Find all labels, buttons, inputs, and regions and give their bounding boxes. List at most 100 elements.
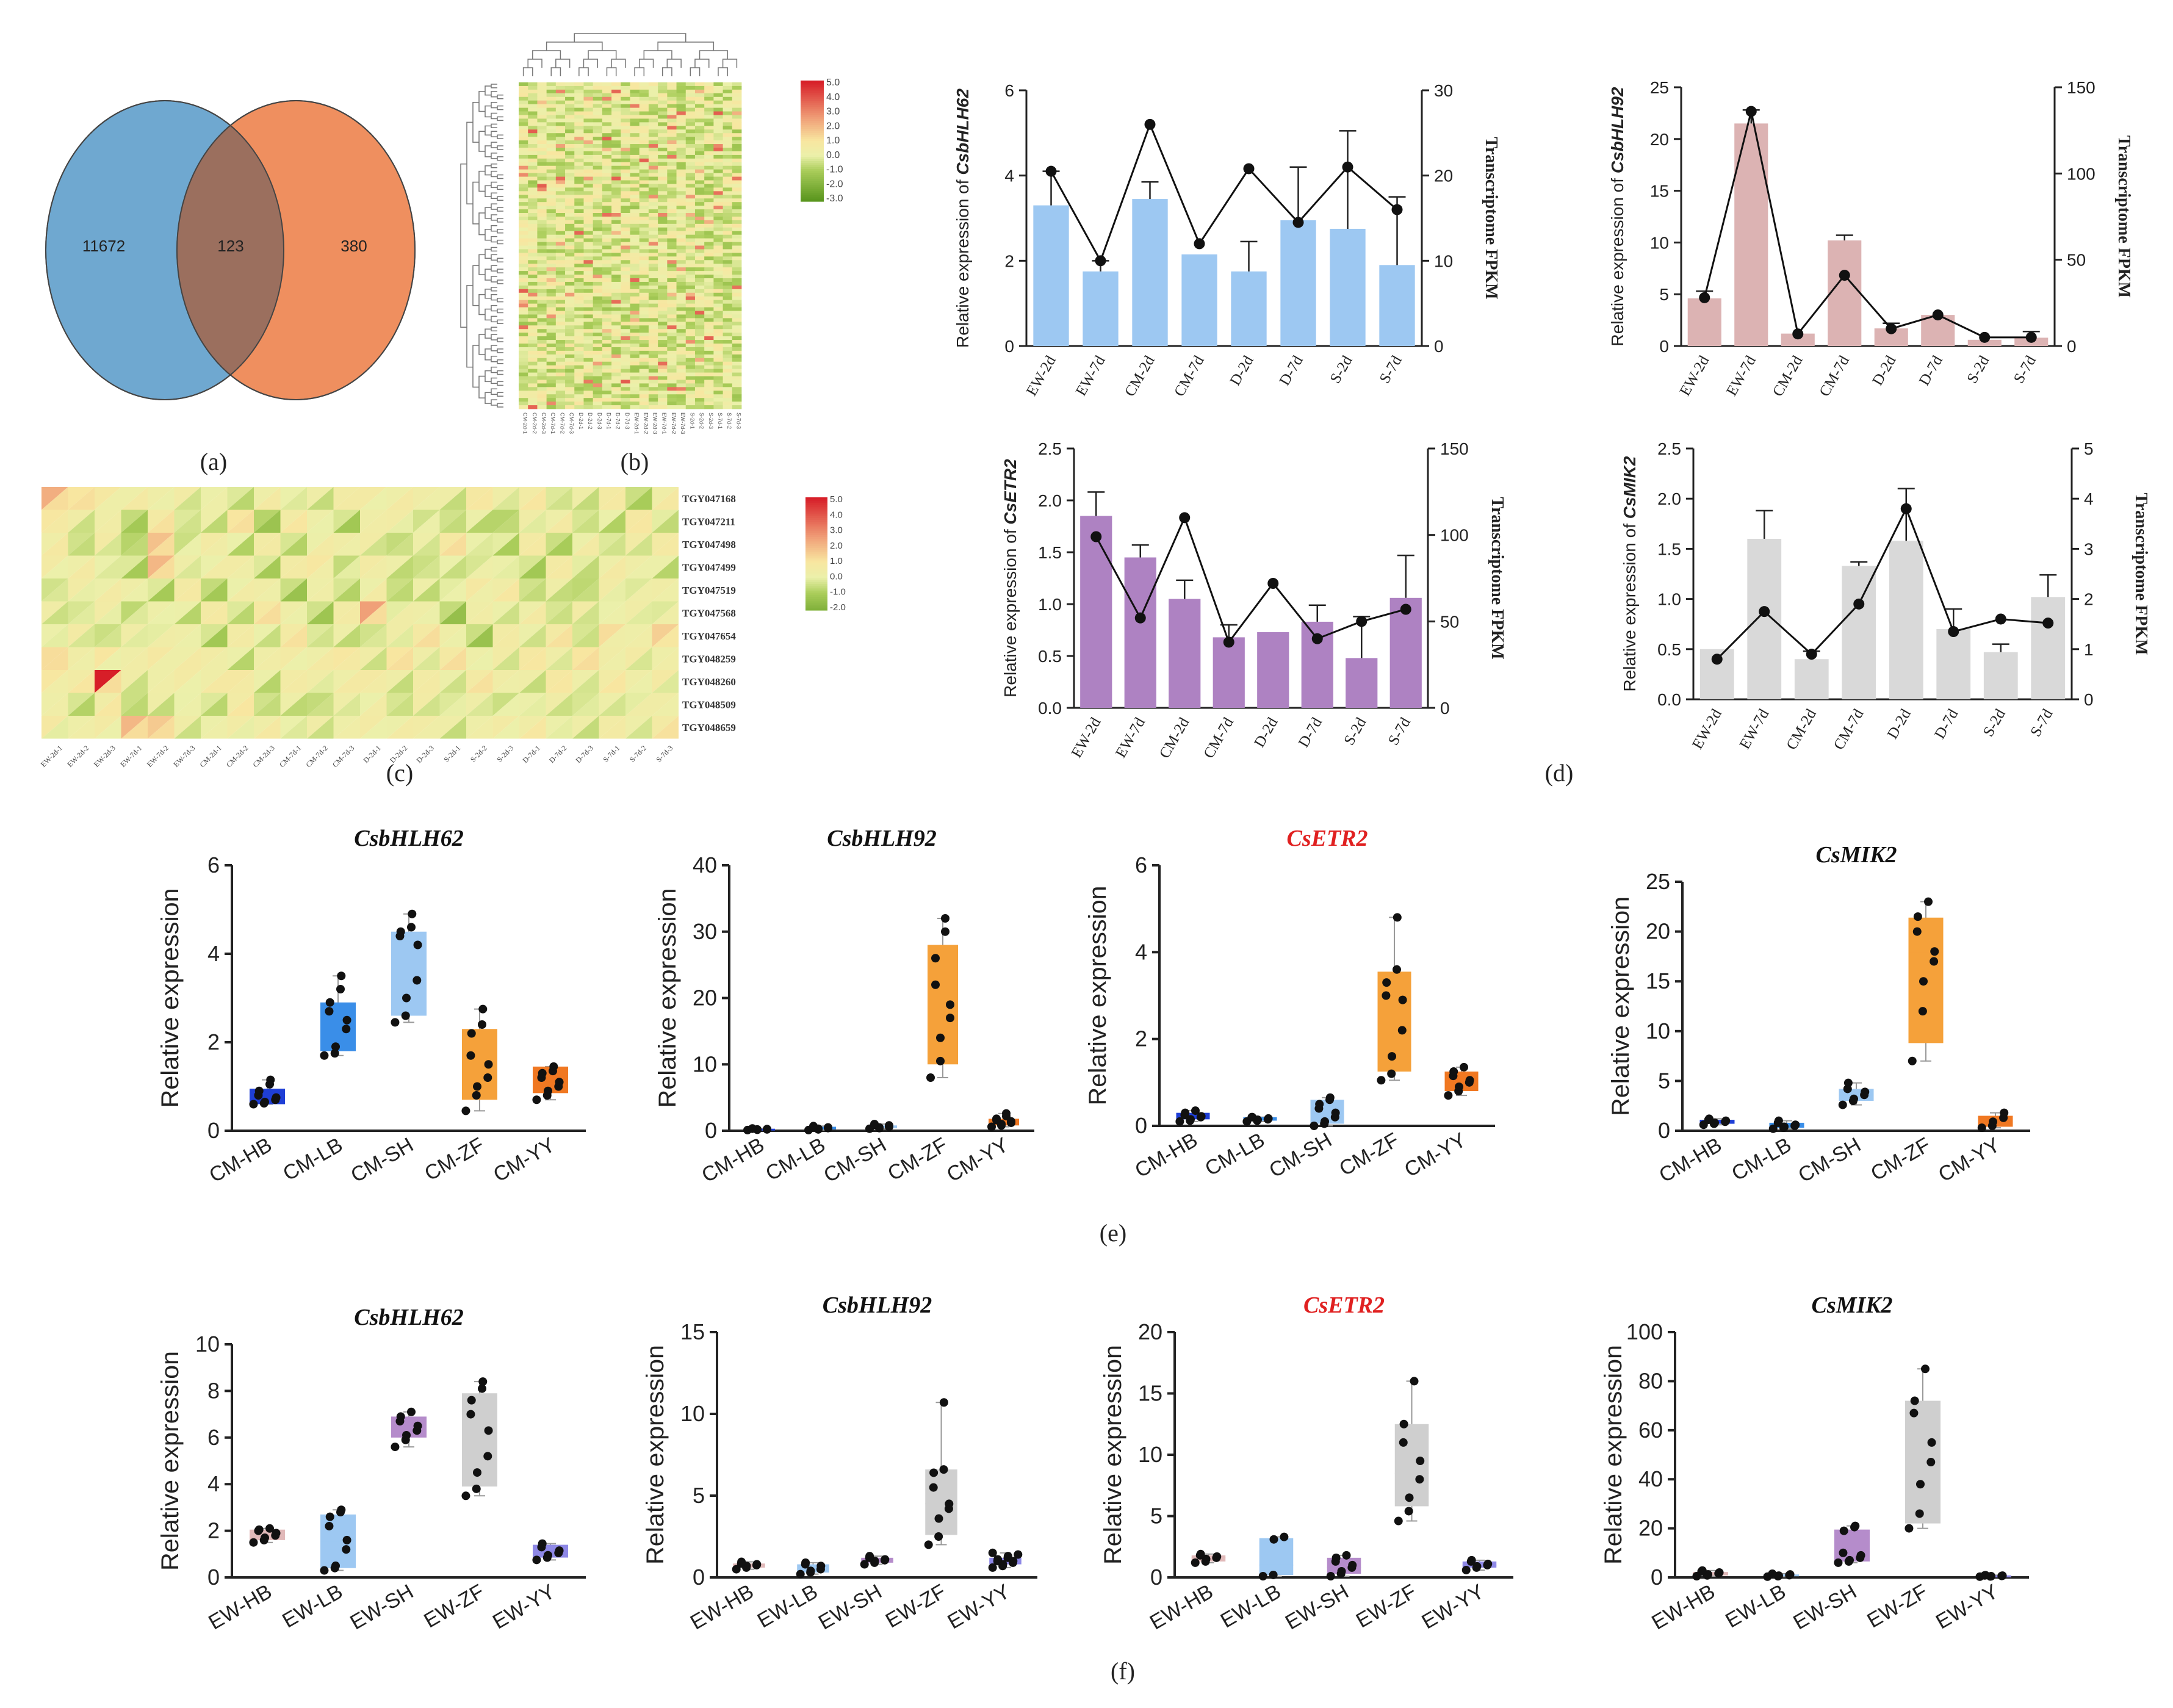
heatmap-b-cell [676, 383, 686, 387]
heatmap-b-cell [639, 245, 649, 250]
colorbar-tick-label: -2.0 [826, 179, 843, 189]
heatmap-b-cell [565, 380, 575, 384]
heatmap-b-cell [565, 191, 575, 195]
heatmap-b-cell [537, 122, 547, 126]
heatmap-b-cell [583, 289, 594, 294]
heatmap-b-cell [602, 231, 612, 236]
heatmap-b-cell [694, 260, 705, 264]
bar [1936, 629, 1971, 699]
heatmap-b-cell [621, 275, 630, 279]
data-point [1342, 1551, 1351, 1560]
y2-tick-label: 0 [2067, 337, 2077, 356]
heatmap-b-cell [537, 296, 547, 301]
heatmap-b-cell [658, 242, 668, 246]
data-point [1382, 978, 1391, 987]
heatmap-b-cell [713, 383, 723, 387]
y-tick-label: 10 [693, 1051, 717, 1076]
heatmap-b-cell [546, 387, 557, 391]
data-point [870, 1120, 879, 1129]
heatmap-b-cell [565, 369, 575, 373]
colorbar-step [805, 591, 827, 594]
heatmap-b-cell [555, 82, 566, 87]
y-axis-label-gene: CsMIK2 [1620, 456, 1639, 519]
heatmap-b-cell [621, 148, 630, 152]
heatmap-b-cell [555, 296, 566, 301]
heatmap-b-cell [630, 100, 640, 105]
heatmap-b-cell [565, 402, 575, 406]
heatmap-b-cell [593, 242, 603, 246]
heatmap-b-cell [621, 380, 630, 384]
data-point [939, 1398, 948, 1407]
y-tick-label: 5 [693, 1483, 705, 1508]
heatmap-b-cell [676, 133, 686, 137]
colorbar-step [805, 567, 827, 569]
heatmap-c-column-label: EW-7d-2 [145, 744, 170, 769]
heatmap-c-cell-lower [625, 624, 652, 647]
heatmap-c-cell-lower [360, 670, 387, 693]
heatmap-b-cell [546, 115, 557, 119]
y-tick-label: 40 [1638, 1466, 1663, 1491]
heatmap-b-cell [621, 365, 630, 370]
heatmap-c-cell-lower [121, 670, 148, 693]
heatmap-b-cell [528, 216, 538, 221]
x-tick-label: EW-7d [1737, 706, 1773, 752]
heatmap-b-cell [593, 369, 603, 373]
heatmap-b-cell [537, 376, 547, 380]
heatmap-b-cell [648, 350, 658, 355]
dendrogram-branch [497, 116, 503, 121]
heatmap-b-cell [546, 281, 557, 286]
heatmap-b-cell [574, 202, 584, 206]
data-point [532, 1095, 541, 1104]
heatmap-b-cell [621, 249, 630, 253]
heatmap-b-cell [658, 318, 668, 322]
heatmap-b-cell [602, 220, 612, 225]
bar [1687, 298, 1721, 346]
bar [1828, 240, 1862, 346]
heatmap-b-cell [685, 209, 696, 214]
heatmap-b-cell [546, 173, 557, 177]
y-tick-label: 2.5 [1038, 439, 1062, 458]
heatmap-b-cell [723, 402, 733, 406]
heatmap-b-cell [537, 292, 547, 297]
heatmap-b-cell [639, 176, 649, 181]
heatmap-c-cell-lower [148, 555, 175, 578]
heatmap-c-colorbar: 5.04.03.02.01.00.0-1.0-2.0 [805, 494, 846, 613]
heatmap-b-cell [723, 292, 733, 297]
heatmap-b-cell [583, 256, 594, 261]
heatmap-b-cell [519, 325, 528, 330]
heatmap-b-cell [528, 100, 538, 105]
heatmap-b-cell [639, 162, 649, 167]
heatmap-b-cell [574, 264, 584, 268]
heatmap-b-cell [667, 165, 677, 170]
heatmap-b-cell [546, 354, 557, 359]
heatmap-b-cell [639, 365, 649, 370]
heatmap-b-cell [593, 180, 603, 184]
heatmap-b-cell [639, 231, 649, 236]
heatmap-b-cell [555, 285, 566, 290]
data-point [467, 1029, 476, 1038]
colorbar-step [805, 505, 827, 508]
heatmap-b-cell [676, 307, 686, 311]
heatmap-b-cell [593, 176, 603, 181]
dendrogram-branch [491, 214, 497, 221]
y2-tick-label: 0 [1434, 337, 1444, 356]
heatmap-b-cell [694, 140, 705, 145]
heatmap-b-cell [630, 195, 640, 199]
x-tick-label: CM-7d [1171, 353, 1208, 399]
data-point [325, 1521, 334, 1530]
heatmap-b-cell [658, 216, 668, 221]
heatmap-b-cell [602, 107, 612, 112]
heatmap-c-cell-lower [386, 624, 413, 647]
heatmap-b-cell [667, 249, 677, 253]
heatmap-b-cell [694, 89, 705, 94]
y-tick-label: 0.5 [1657, 640, 1681, 659]
data-point [549, 1062, 558, 1071]
heatmap-b-cell [658, 394, 668, 398]
heatmap-b-cell [583, 369, 594, 373]
heatmap-b-cell [732, 318, 742, 322]
heatmap-b-cell [667, 260, 677, 264]
y-tick-label: 15 [680, 1319, 705, 1344]
y2-tick-label: 4 [2084, 489, 2094, 508]
heatmap-b-cell [546, 242, 557, 246]
heatmap-b-cell [593, 231, 603, 236]
